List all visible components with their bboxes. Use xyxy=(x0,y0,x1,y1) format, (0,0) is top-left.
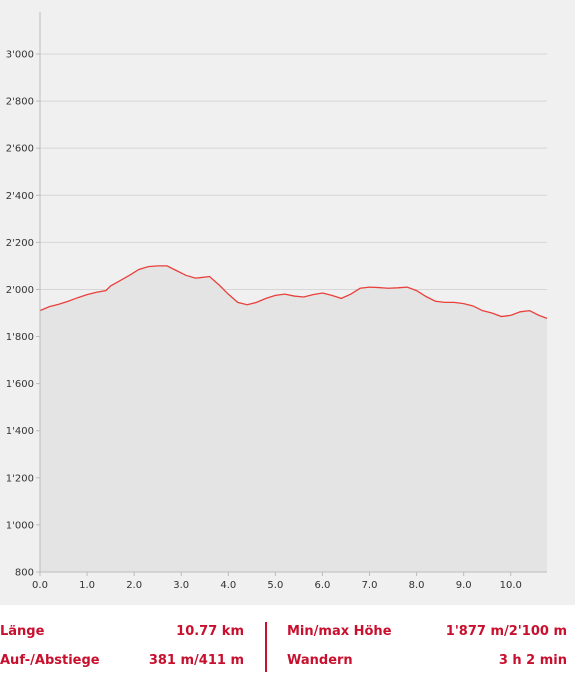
length-label: Länge xyxy=(0,624,45,639)
y-axis-ticks: 800 1'000 1'200 1'400 1'600 1'800 2'000 2'200 2'… xyxy=(6,50,40,579)
x-tick-label-6: 6.0 xyxy=(314,580,330,591)
x-axis-ticks: 0.0 1.0 2.0 3.0 4.0 5.0 6.0 7.0 8.0 9.0 10.0 xyxy=(32,572,522,591)
x-tick-label-5: 5.0 xyxy=(267,580,283,591)
x-tick-label-9: 9.0 xyxy=(456,580,472,591)
y-tick-label-6: 2'000 xyxy=(6,285,34,296)
elevation-fill xyxy=(40,265,547,572)
x-tick-label-8: 8.0 xyxy=(409,580,425,591)
elevation-area xyxy=(40,265,547,572)
ascent-descent-value: 381 m/411 m xyxy=(148,653,244,668)
min-max-altitude-value: 1'877 m/2'100 m xyxy=(445,624,567,639)
y-tick-label-2: 1'200 xyxy=(6,473,34,484)
stats-row-1: Länge 10.77 km Min/max Höhe 1'877 m/2'10… xyxy=(0,624,575,644)
y-tick-label-8: 2'400 xyxy=(6,191,34,202)
x-tick-label-7: 7.0 xyxy=(362,580,378,591)
y-tick-label-11: 3'000 xyxy=(6,50,34,61)
y-tick-label-4: 1'600 xyxy=(6,379,34,390)
y-tick-label-0: 800 xyxy=(15,568,34,579)
y-tick-label-3: 1'400 xyxy=(6,426,34,437)
x-tick-label-2: 2.0 xyxy=(126,580,142,591)
y-tick-label-1: 1'000 xyxy=(6,520,34,531)
x-tick-label-10: 10.0 xyxy=(500,580,522,591)
y-tick-label-7: 2'200 xyxy=(6,238,34,249)
elevation-line xyxy=(39,265,548,320)
duration-value: 3 h 2 min xyxy=(498,653,567,668)
x-tick-label-0: 0.0 xyxy=(32,580,48,591)
stats-row-2: Auf-/Abstiege 381 m/411 m Wandern 3 h 2 … xyxy=(0,653,575,673)
chart-area: 800 1'000 1'200 1'400 1'600 1'800 2'000 2'200 2'… xyxy=(0,0,575,605)
x-tick-label-4: 4.0 xyxy=(220,580,236,591)
y-tick-label-5: 1'800 xyxy=(6,332,34,343)
elevation-series xyxy=(39,265,548,320)
min-max-altitude-label: Min/max Höhe xyxy=(287,624,392,639)
elevation-profile-chart: 800 1'000 1'200 1'400 1'600 1'800 2'000 2'200 2'… xyxy=(6,12,548,591)
axes xyxy=(39,12,547,573)
y-tick-label-10: 2'800 xyxy=(6,97,34,108)
length-value: 10.77 km xyxy=(176,624,244,639)
x-tick-label-1: 1.0 xyxy=(79,580,95,591)
ascent-descent-label: Auf-/Abstiege xyxy=(0,653,100,668)
stats-divider xyxy=(265,622,267,672)
x-tick-label-3: 3.0 xyxy=(173,580,189,591)
y-tick-label-9: 2'600 xyxy=(6,144,34,155)
activity-label: Wandern xyxy=(287,653,353,668)
tour-stats: Länge 10.77 km Min/max Höhe 1'877 m/2'10… xyxy=(0,612,575,679)
